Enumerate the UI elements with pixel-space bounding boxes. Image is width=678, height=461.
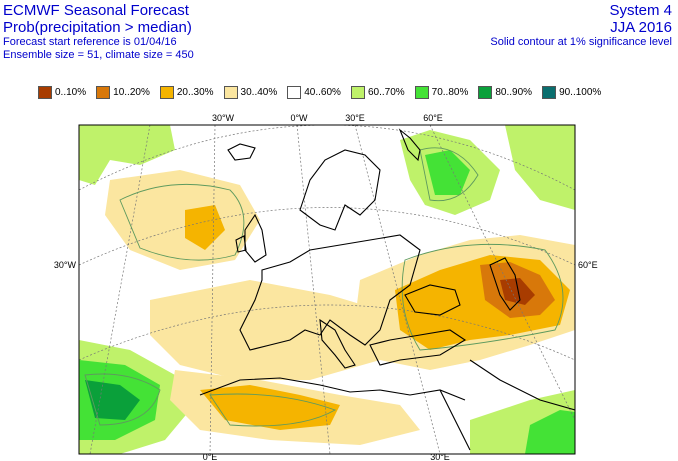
legend-label: 70..80% [431,87,469,98]
significance-contours [84,147,564,427]
legend-label: 90..100% [559,87,602,98]
green-region-southwest-core [85,380,140,420]
legend-item: 70..80% [414,86,469,99]
label-left-30w: 30°W [54,260,77,270]
graticule [79,125,575,454]
label-bottom-30e: 30°E [430,452,450,461]
coast-red-sea [439,389,471,451]
coast-iceland [227,143,256,161]
legend-item: 30..40% [223,86,278,99]
legend-label: 20..30% [176,87,214,98]
header-left: ECMWF Seasonal Forecast Prob(precipitati… [3,2,194,62]
header-right: System 4 JJA 2016 Solid contour at 1% si… [490,2,672,49]
coast-italy [319,318,356,369]
legend-label: 60..70% [367,87,405,98]
legend-swatch [542,86,557,99]
tan-region-iberia [150,280,380,380]
coast-greece-turkey [369,329,467,366]
coast-novaya-zemlya [398,128,421,162]
coast-continental-europe [239,234,421,351]
contour-note: Solid contour at 1% significance level [490,36,672,48]
legend-item: 80..90% [478,86,532,99]
legend-item: 60..70% [350,86,405,99]
legend-swatch [350,86,365,99]
legend-swatch [159,86,174,99]
green-region-north-atlantic [79,125,175,185]
label-top-30e: 30°E [345,113,365,123]
season-label: JJA 2016 [610,19,672,36]
label-top-60e: 60°E [423,113,443,123]
ensemble-size: Ensemble size = 51, climate size = 450 [3,49,194,61]
label-top-0: 0°W [290,113,308,123]
legend-item: 40..60% [287,86,341,99]
coast-north-africa [199,377,466,401]
legend-label: 40..60% [304,87,341,98]
legend-swatch [223,86,238,99]
start-reference: Forecast start reference is 01/04/16 [3,36,177,48]
tan-region-atlantic [105,170,260,270]
gold-region-north-africa [200,385,340,430]
coastlines [199,128,575,451]
legend-swatch [96,86,111,99]
legend-label: 30..40% [240,87,278,98]
legend-item: 10..20% [96,86,150,99]
system-label: System 4 [609,2,672,19]
gold-region-atlantic [185,205,225,250]
legend-swatch [478,86,493,99]
label-bottom-0: 0°E [203,452,218,461]
coast-arabia [469,359,575,411]
probability-legend: 0..10% 10..20% 20..30% 30..40% 40..60% 60..70… [38,86,601,99]
label-top-30w: 30°W [212,113,235,123]
coast-caspian [489,257,521,311]
forecast-title: ECMWF Seasonal Forecast [3,2,189,19]
green-region-east [505,125,575,210]
legend-item: 0..10% [38,86,86,99]
legend-item: 20..30% [159,86,214,99]
legend-label: 0..10% [55,87,87,98]
legend-swatch [38,86,52,99]
legend-swatch [287,86,302,99]
map-frame [78,124,576,455]
forecast-subtitle: Prob(precipitation > median) [3,19,192,36]
label-right-60e: 60°E [578,260,598,270]
green-region-southeast-core [525,410,575,454]
coast-ireland [235,235,247,253]
legend-item: 90..100% [542,86,601,99]
coast-scandinavia [299,149,381,231]
legend-label: 80..90% [495,87,533,98]
probability-shading [79,125,575,454]
coast-black-sea [404,284,461,316]
brown-region-caspian [500,278,535,305]
legend-label: 10..20% [113,87,150,98]
legend-swatch [414,86,429,99]
